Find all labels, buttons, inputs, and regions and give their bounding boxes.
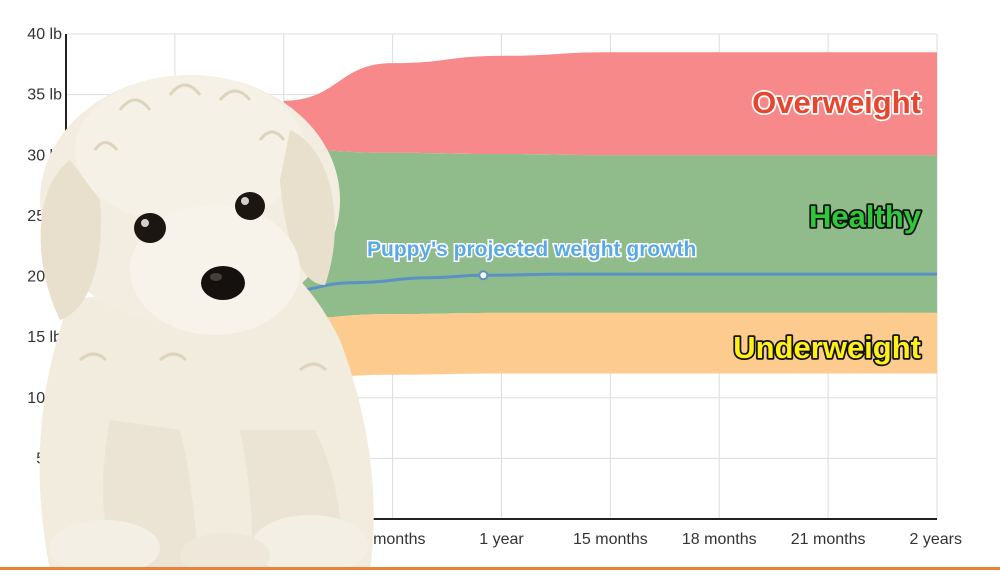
band-label-healthy: Healthy	[809, 199, 922, 234]
weight-bands	[283, 52, 937, 380]
growth-line	[283, 272, 937, 293]
bottom-rule	[0, 567, 1000, 570]
band-label-underweight: Underweight	[733, 330, 921, 365]
y-tick-label: 35 lb	[27, 87, 62, 104]
band-overweight	[283, 52, 937, 156]
x-tick-label: 21 months	[791, 531, 866, 548]
growth-marker	[478, 270, 489, 281]
y-tick-label: 15 lb	[27, 329, 62, 346]
white-puppy-photo	[39, 75, 374, 575]
growth-series: Puppy's projected weight growth	[283, 237, 937, 293]
x-tick-label: 1 year	[479, 531, 524, 548]
growth-annotation: Puppy's projected weight growth	[367, 238, 696, 261]
band-labels: Overweight Healthy Underweight	[732, 83, 924, 367]
band-label-overweight: Overweight	[752, 85, 921, 120]
y-tick-label: 40 lb	[27, 26, 62, 43]
x-tick-label: 9 months	[360, 531, 426, 548]
x-tick-label: 2 years	[910, 531, 962, 548]
band-healthy	[283, 149, 937, 319]
band-underweight	[283, 312, 937, 380]
x-tick-label: 15 months	[573, 531, 648, 548]
x-tick-label: 18 months	[682, 531, 757, 548]
